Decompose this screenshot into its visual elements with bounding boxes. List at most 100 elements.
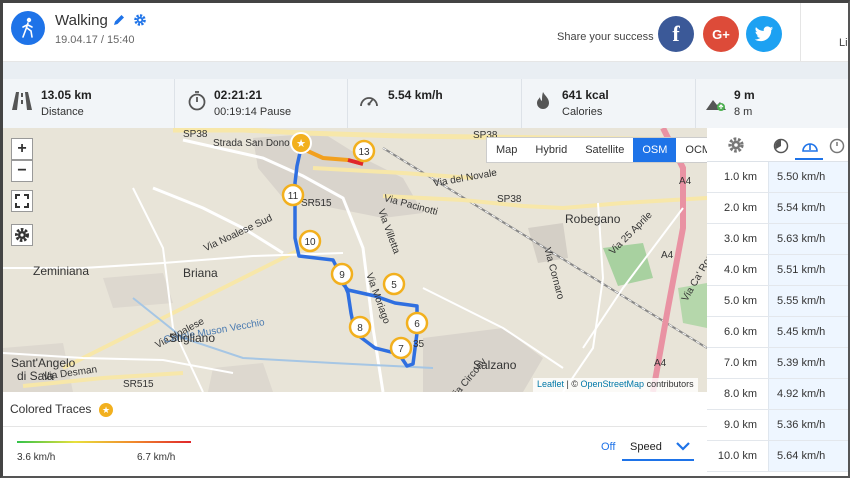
premium-star-icon: ★ [99, 403, 113, 417]
road-label-sp38: SP38 [183, 129, 208, 140]
share-text: Share your success [557, 31, 654, 43]
svg-text:★: ★ [296, 137, 306, 150]
fullscreen-button[interactable] [11, 190, 33, 212]
road-label-sp38-south: SP38 [497, 194, 522, 205]
split-speed: 5.45 km/h [768, 317, 848, 347]
km-marker-6[interactable]: 6 [405, 311, 429, 335]
stat-calories: 641 kcal Calories [522, 79, 696, 129]
km-marker-11[interactable]: 11 [281, 183, 305, 207]
layer-satellite[interactable]: Satellite [585, 144, 625, 156]
speed-tab-icon[interactable] [801, 138, 819, 154]
time-tab-icon[interactable] [829, 138, 845, 154]
place-label-briana: Briana [183, 266, 218, 280]
pencil-icon[interactable] [112, 13, 126, 27]
map-settings-button[interactable] [11, 224, 33, 246]
osm-link[interactable]: OpenStreetMap [580, 379, 645, 389]
traces-off-link[interactable]: Off [601, 441, 616, 453]
split-distance: 8.0 km [723, 388, 757, 400]
split-speed: 5.55 km/h [768, 286, 848, 316]
trace-type-selected: Speed [630, 441, 662, 453]
split-distance: 10.0 km [717, 450, 757, 462]
road-label-a4-south: A4 [654, 358, 667, 369]
gear-icon [15, 228, 29, 242]
split-row: 5.0 km 5.55 km/h [707, 286, 848, 317]
km-marker-9[interactable]: 9 [330, 262, 354, 286]
route-markers: ★ 13 11 10 9 5 [281, 132, 429, 360]
split-speed: 5.36 km/h [768, 410, 848, 440]
stat-calories-value: 641 kcal [562, 88, 609, 102]
place-label-zeminiana: Zeminiana [33, 264, 90, 278]
split-distance: 3.0 km [723, 233, 757, 245]
speed-gradient-legend [17, 441, 191, 443]
km-marker-8[interactable]: 8 [348, 315, 372, 339]
road-label-a4-mid: A4 [661, 250, 674, 261]
layer-osm[interactable]: OSM [633, 138, 677, 162]
gear-icon[interactable] [133, 13, 147, 27]
googleplus-share-button[interactable]: G+ [703, 16, 739, 52]
flame-icon [537, 92, 549, 109]
split-row: 6.0 km 5.45 km/h [707, 317, 848, 348]
split-row: 3.0 km 5.63 km/h [707, 224, 848, 255]
km-marker-5[interactable]: 5 [382, 272, 406, 296]
stat-distance: 13.05 km Distance [3, 79, 175, 129]
split-speed: 5.50 km/h [768, 162, 848, 192]
splits-panel: 1.0 km 5.50 km/h 2.0 km 5.54 km/h 3.0 km… [707, 128, 848, 476]
header-divider [800, 3, 801, 61]
road-label-sp38-east: SP38 [473, 130, 498, 141]
split-distance: 2.0 km [723, 202, 757, 214]
road-label-strada-san-dono: Strada San Dono [213, 138, 290, 149]
split-speed: 4.92 km/h [768, 379, 848, 409]
split-row: 2.0 km 5.54 km/h [707, 193, 848, 224]
split-distance: 6.0 km [723, 326, 757, 338]
pace-tab-icon[interactable] [773, 138, 789, 154]
split-speed: 5.39 km/h [768, 348, 848, 378]
stat-elevation: 9 m 8 m [696, 79, 848, 129]
km-marker-7[interactable]: 7 [389, 336, 413, 360]
map-layer-switcher: Map Hybrid Satellite OSM OCM [486, 137, 722, 163]
colored-traces-label: Colored Traces [10, 402, 92, 416]
start-marker[interactable]: ★ [290, 132, 312, 154]
twitter-icon [754, 25, 774, 41]
km-marker-6-label: 6 [414, 319, 420, 330]
like-text[interactable]: Lik [839, 37, 848, 49]
trace-type-select[interactable]: Speed [622, 437, 694, 461]
place-label-santangelo: Sant'Angelo [11, 356, 76, 370]
stats-bar: 13.05 km Distance 02:21:21 00:19:14 Paus… [3, 61, 848, 129]
km-marker-10[interactable]: 10 [298, 229, 322, 253]
road-label-a4: A4 [679, 176, 692, 187]
km-marker-7-label: 7 [398, 344, 404, 355]
gear-icon[interactable] [727, 136, 745, 154]
split-speed: 5.51 km/h [768, 255, 848, 285]
leaflet-link[interactable]: Leaflet [537, 379, 565, 389]
elevation-icon [706, 100, 726, 111]
section-divider [3, 426, 707, 427]
map-attribution: Leaflet | © OpenStreetMap contributors [533, 378, 698, 392]
splits-header [707, 128, 848, 162]
zoom-out-button[interactable]: − [11, 160, 33, 182]
place-label-salzano: Salzano [473, 358, 517, 372]
split-distance: 4.0 km [723, 264, 757, 276]
route-map[interactable]: SP38 Strada San Dono SP38 SP38 SR515 SR5… [3, 128, 707, 392]
stat-speed: 5.54 km/h [348, 79, 522, 129]
split-row: 7.0 km 5.39 km/h [707, 348, 848, 379]
zoom-in-button[interactable]: + [11, 138, 33, 160]
split-row: 9.0 km 5.36 km/h [707, 410, 848, 441]
layer-ocm[interactable]: OCM [685, 144, 712, 156]
legend-min-value: 3.6 km/h [17, 452, 56, 463]
stopwatch-icon [188, 91, 206, 111]
split-distance: 9.0 km [723, 419, 757, 431]
legend-max-value: 6.7 km/h [137, 452, 176, 463]
km-marker-13[interactable]: 13 [352, 139, 376, 163]
colored-traces-section: Colored Traces ★ 3.6 km/h 6.7 km/h Off S… [3, 392, 707, 476]
split-row: 10.0 km 5.64 km/h [707, 441, 848, 472]
split-distance: 7.0 km [723, 357, 757, 369]
activity-title: Walking [55, 12, 108, 29]
twitter-share-button[interactable] [746, 16, 782, 52]
layer-hybrid[interactable]: Hybrid [535, 144, 568, 156]
place-label-di-sala: di Sala [17, 369, 54, 383]
layer-map[interactable]: Map [496, 144, 518, 156]
facebook-share-button[interactable]: f [658, 16, 694, 52]
stat-elevation-down-value: 8 m [734, 106, 753, 118]
km-marker-8-label: 8 [357, 323, 363, 334]
